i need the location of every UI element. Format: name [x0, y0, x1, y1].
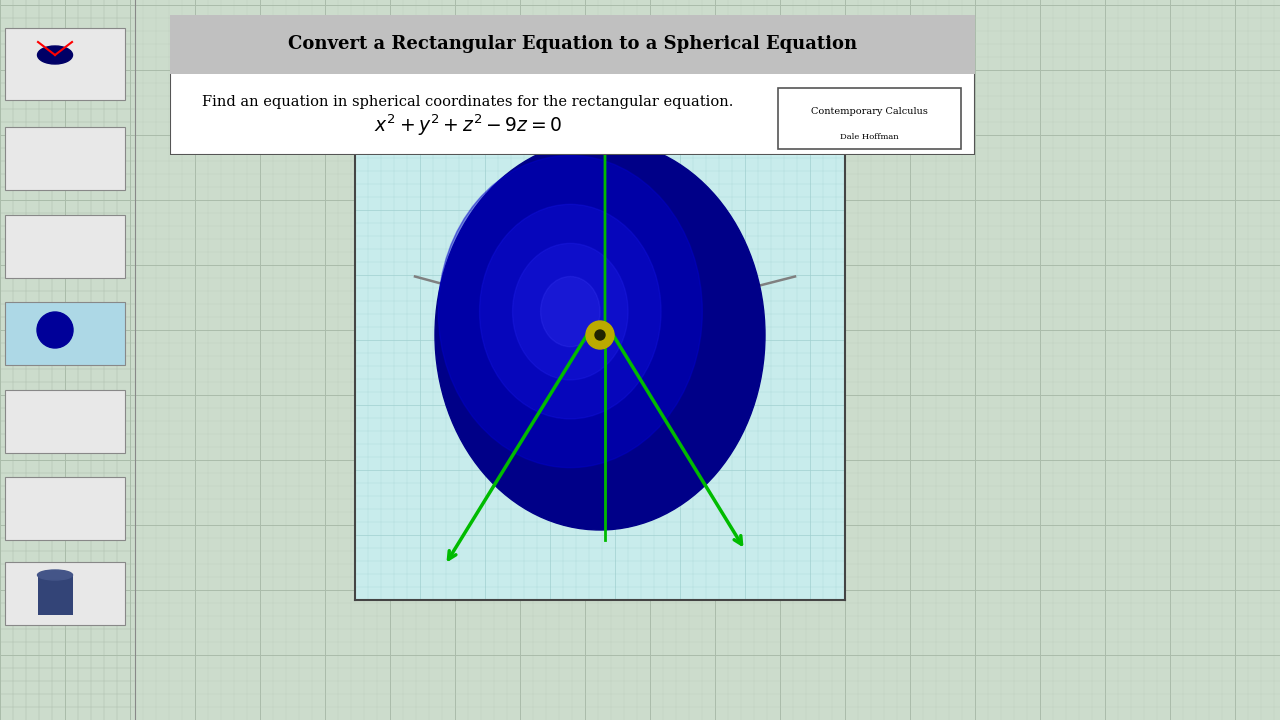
- Circle shape: [595, 330, 605, 340]
- FancyBboxPatch shape: [5, 562, 125, 625]
- Text: Find an equation in spherical coordinates for the rectangular equation.: Find an equation in spherical coordinate…: [202, 95, 733, 109]
- FancyBboxPatch shape: [5, 477, 125, 540]
- Ellipse shape: [480, 204, 660, 419]
- FancyBboxPatch shape: [170, 15, 975, 155]
- FancyBboxPatch shape: [778, 88, 961, 149]
- FancyBboxPatch shape: [38, 575, 73, 615]
- FancyBboxPatch shape: [5, 302, 125, 365]
- Text: Contemporary Calculus: Contemporary Calculus: [812, 107, 928, 116]
- Ellipse shape: [438, 156, 703, 467]
- FancyBboxPatch shape: [5, 215, 125, 278]
- Ellipse shape: [37, 570, 73, 580]
- FancyBboxPatch shape: [5, 390, 125, 453]
- FancyBboxPatch shape: [5, 28, 125, 100]
- Text: Dale Hoffman: Dale Hoffman: [840, 132, 899, 141]
- FancyBboxPatch shape: [170, 15, 975, 73]
- FancyBboxPatch shape: [5, 127, 125, 190]
- Ellipse shape: [37, 46, 73, 64]
- Text: Convert a Rectangular Equation to a Spherical Equation: Convert a Rectangular Equation to a Sphe…: [288, 35, 858, 53]
- Circle shape: [586, 321, 614, 349]
- Ellipse shape: [435, 140, 765, 530]
- Text: $x^2 + y^2 + z^2 - 9z = 0$: $x^2 + y^2 + z^2 - 9z = 0$: [374, 113, 562, 138]
- Ellipse shape: [512, 243, 628, 380]
- Circle shape: [37, 312, 73, 348]
- Ellipse shape: [540, 276, 600, 347]
